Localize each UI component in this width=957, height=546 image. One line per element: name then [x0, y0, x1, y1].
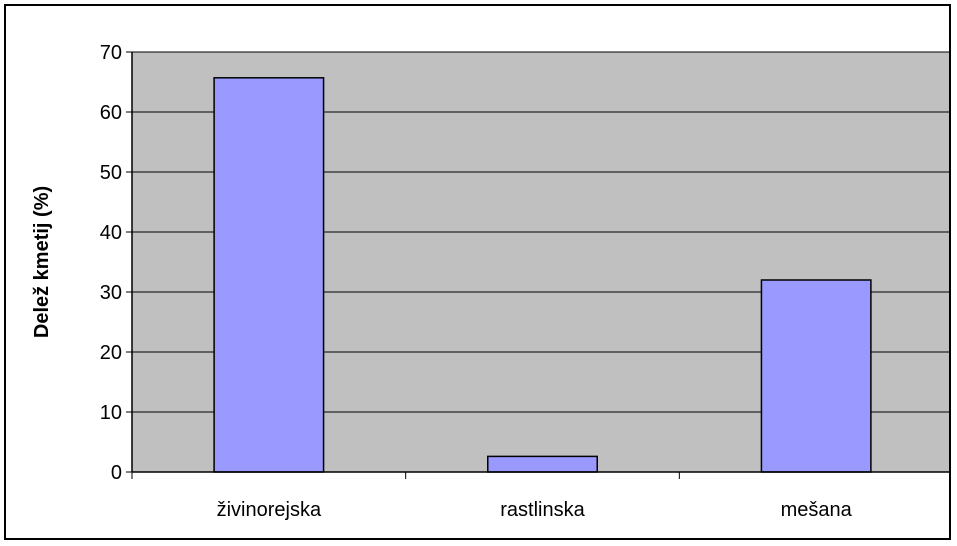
bar	[487, 455, 598, 473]
y-tick-label: 40	[100, 222, 122, 244]
y-tick-label: 0	[111, 462, 122, 484]
x-category-label: živinorejska	[217, 499, 322, 521]
chart-frame: 0 10 20 30 40 50 60 70 živinorejska rastlinska meš…	[4, 4, 954, 540]
x-category-label: mešana	[781, 499, 853, 521]
tick-labels: 0 10 20 30 40 50 60 70 živinorejska rastlinska meš…	[100, 42, 853, 521]
y-tick-label: 50	[100, 162, 122, 184]
y-axis-title: Delež kmetij (%)	[31, 186, 53, 338]
y-tick-label: 60	[100, 102, 122, 124]
bar	[760, 279, 872, 473]
y-tick-label: 30	[100, 282, 122, 304]
bar	[213, 77, 325, 473]
y-tick-label: 70	[100, 42, 122, 64]
bars	[213, 77, 872, 473]
axes	[126, 51, 954, 479]
y-tick-label: 20	[100, 342, 122, 364]
x-category-label: rastlinska	[500, 499, 585, 521]
y-tick-label: 10	[100, 402, 122, 424]
bar-chart: 0 10 20 30 40 50 60 70 živinorejska rastlinska meš…	[31, 42, 954, 521]
